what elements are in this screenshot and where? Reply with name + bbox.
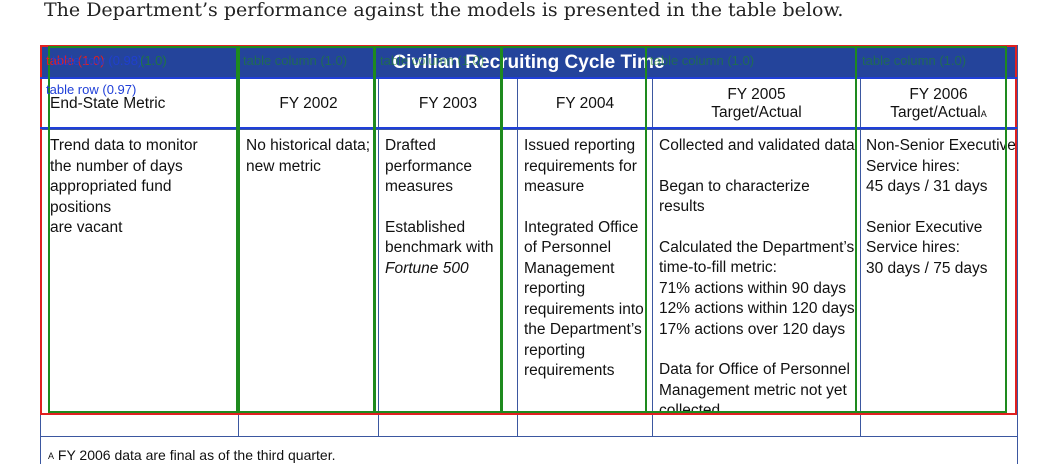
cell-line: reporting <box>524 280 586 297</box>
table-annotation-label: table (1.0) <box>46 53 105 68</box>
header-label: FY 2004 <box>555 95 615 112</box>
table-title-bar <box>40 46 1017 79</box>
column-divider <box>378 79 379 436</box>
cell-line: measures <box>385 178 454 195</box>
row-annotation-label: table row (0.98) <box>52 53 143 68</box>
cell-line: Data for Office of Personnel <box>659 361 850 378</box>
table-title: Civilian Recruiting Cycle Time <box>392 52 665 73</box>
column-divider <box>652 79 653 436</box>
cell-line: the number of days <box>50 157 183 175</box>
cell-fy2003: Drafted performance measures Established… <box>385 136 515 279</box>
cell-line: new metric <box>246 157 321 175</box>
column-annotation-label: table column (1.0) <box>380 53 485 68</box>
footnote-marker: A <box>48 451 55 461</box>
cell-line: Non-Senior Executive <box>866 137 1016 154</box>
cell-line: 71% actions within 90 days <box>659 279 846 297</box>
cell-line: benchmark with <box>385 239 494 256</box>
header-label: End-State Metric <box>50 95 166 112</box>
cell-line: appropriated fund positions <box>50 178 172 216</box>
cell-line: Senior Executive <box>866 218 983 236</box>
column-divider <box>238 79 239 436</box>
cell-line: performance <box>385 157 473 175</box>
column-annotation-label: table column (1.0) <box>862 53 967 68</box>
cell-line: reporting <box>524 341 586 359</box>
cell-line: 45 days / 31 days <box>866 178 988 195</box>
cell-fy2004: Issued reporting requirements for measur… <box>524 136 652 382</box>
header-divider <box>40 129 1017 130</box>
cell-line: 12% actions within 120 days <box>659 300 855 317</box>
column-annotation-label: table column (1.0) <box>650 53 755 68</box>
cell-line: are vacant <box>50 219 123 236</box>
cell-line: 30 days / 75 days <box>866 259 988 277</box>
header-label: FY 2006 <box>909 86 968 103</box>
header-fy2004: FY 2004 <box>518 95 652 113</box>
cell-line: requirements into <box>524 300 644 318</box>
column-divider <box>517 79 518 436</box>
column-annotation-label: (1.0) <box>140 53 167 68</box>
footnote-marker: A <box>980 109 987 119</box>
cell-line: Established <box>385 218 466 236</box>
cell-fy2005: Collected and validated data Began to ch… <box>659 136 859 422</box>
header-sublabel: Target/ActualA <box>890 104 987 121</box>
header-fy2005: FY 2005 Target/Actual <box>653 86 860 122</box>
header-fy2002: FY 2002 <box>239 95 378 113</box>
intro-paragraph: The Department’s performance against the… <box>44 0 844 21</box>
header-sublabel: Target/Actual <box>711 104 802 121</box>
cell-line: requirements <box>524 362 615 379</box>
cell-fy2006: Non-Senior Executive Service hires: 45 d… <box>866 136 1016 279</box>
cell-line: Management metric not yet <box>659 381 847 399</box>
cell-line: Management <box>524 259 615 277</box>
cell-line: Began to characterize results <box>659 177 810 216</box>
cell-line: Collected and validated data <box>659 137 855 154</box>
cell-line: collected <box>659 402 721 419</box>
header-end-state-metric: End-State Metric <box>50 95 235 113</box>
cell-fy2002: No historical data; new metric <box>246 136 376 177</box>
cell-line: requirements for <box>524 157 637 175</box>
header-label: FY 2003 <box>418 95 478 112</box>
cell-line: measure <box>524 178 585 195</box>
cell-metric: Trend data to monitor the number of days… <box>50 136 235 239</box>
cell-line: of Personnel <box>524 239 612 256</box>
cell-line-italic: Fortune 500 <box>385 259 469 277</box>
cell-line: Drafted <box>385 137 436 154</box>
header-label: FY 2002 <box>279 95 338 112</box>
cell-line: the Department’s <box>524 321 642 338</box>
header-fy2006: FY 2006 Target/ActualA <box>861 86 1016 122</box>
cell-line: time-to-fill metric: <box>659 259 777 276</box>
header-fy2003: FY 2003 <box>379 95 517 113</box>
cell-line: Integrated Office <box>524 218 639 236</box>
column-annotation-label: table column (1.0) <box>243 53 348 68</box>
column-divider <box>860 79 861 436</box>
cell-line: Trend data to monitor <box>50 137 198 154</box>
cell-line: Issued reporting <box>524 137 636 154</box>
cell-line: 17% actions over 120 days <box>659 320 846 338</box>
footnote-divider <box>40 436 1017 437</box>
cell-line: No historical data; <box>246 137 371 154</box>
header-label: FY 2005 <box>727 86 786 103</box>
cell-line: Calculated the Department’s <box>659 238 855 256</box>
footnote-text: FY 2006 data are final as of the third q… <box>54 447 336 463</box>
cell-line: Service hires: <box>866 157 960 175</box>
header-row-annotation-label: table row (0.97) <box>46 82 137 97</box>
footnote: A FY 2006 data are final as of the third… <box>48 447 336 463</box>
cell-line: Service hires: <box>866 239 960 256</box>
